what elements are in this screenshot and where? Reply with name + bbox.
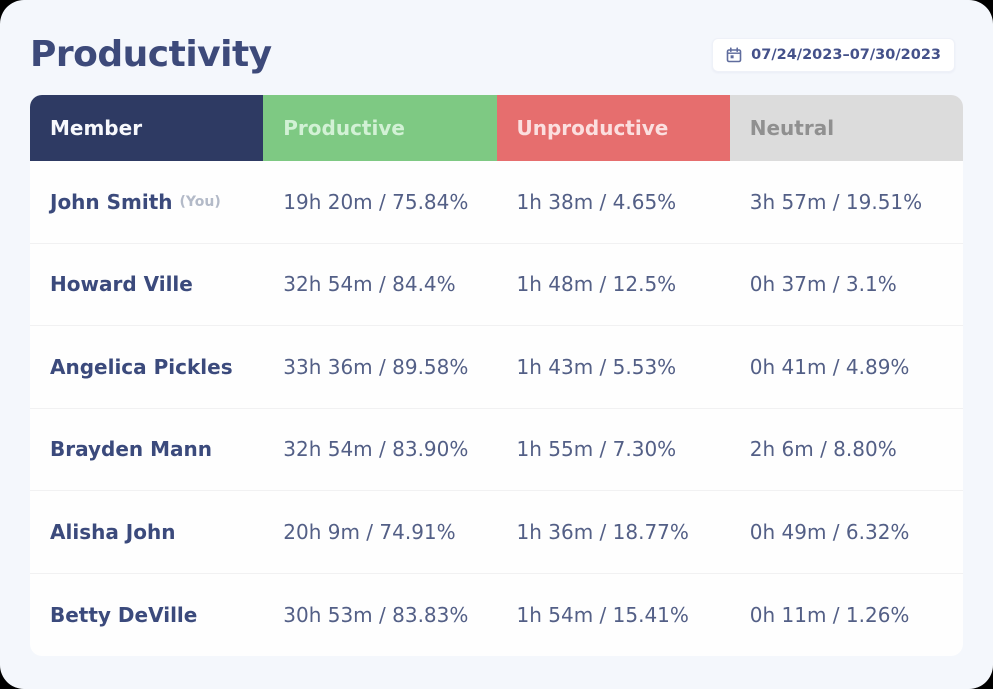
member-name-cell: Alisha John [30,491,263,573]
calendar-icon [726,46,742,63]
column-header-member: Member [30,95,264,161]
member-name: John Smith [50,189,173,214]
unproductive-value: 1h 38m / 4.65% [516,189,677,214]
productivity-table: Member Productive Unproductive Neutral J… [30,95,963,656]
member-name: Brayden Mann [50,437,212,462]
productive-value: 20h 9m / 74.91% [283,519,456,544]
productive-value: 32h 54m / 84.4% [283,272,456,297]
member-name-cell: Brayden Mann [30,409,263,491]
column-header-productive: Productive [263,95,497,161]
neutral-value: 0h 11m / 1.26% [749,602,910,627]
date-range-picker[interactable]: 07/24/2023–07/30/2023 [712,37,955,72]
productive-value: 32h 54m / 83.90% [283,437,469,462]
unproductive-value: 1h 54m / 15.41% [516,602,689,627]
you-tag: (You) [179,193,221,210]
unproductive-value: 1h 36m / 18.77% [516,519,689,544]
column-header-neutral: Neutral [729,95,963,161]
card-header: Productivity 07/24/2023–07/30/2023 [0,0,993,75]
table-row: Angelica Pickles 33h 36m / 89.58% 1h 43m… [30,326,963,409]
table-body: John Smith (You) 19h 20m / 75.84% 1h 38m… [30,161,963,656]
member-name: Angelica Pickles [50,354,233,379]
member-name-cell: Howard Ville [30,244,263,326]
table-row: Betty DeVille 30h 53m / 83.83% 1h 54m / … [30,574,963,657]
member-name-cell: John Smith (You) [30,161,263,243]
page-title: Productivity [30,34,272,75]
date-range-text: 07/24/2023–07/30/2023 [751,46,941,63]
table-row: Howard Ville 32h 54m / 84.4% 1h 48m / 12… [30,244,963,326]
productive-value: 19h 20m / 75.84% [283,189,469,214]
productive-value: 33h 36m / 89.58% [283,354,469,379]
table-header-row: Member Productive Unproductive Neutral [30,95,963,161]
productive-value: 30h 53m / 83.83% [283,602,469,627]
neutral-value: 0h 49m / 6.32% [749,519,910,544]
column-header-unproductive: Unproductive [496,95,730,161]
table-row: John Smith (You) 19h 20m / 75.84% 1h 38m… [30,161,963,244]
unproductive-value: 1h 48m / 12.5% [516,272,677,297]
member-name-cell: Betty DeVille [30,574,263,657]
member-name-cell: Angelica Pickles [30,326,263,408]
table-row: Alisha John 20h 9m / 74.91% 1h 36m / 18.… [30,491,963,574]
unproductive-value: 1h 55m / 7.30% [516,437,677,462]
table-row: Brayden Mann 32h 54m / 83.90% 1h 55m / 7… [30,409,963,491]
unproductive-value: 1h 43m / 5.53% [516,354,677,379]
member-name: Betty DeVille [50,602,198,627]
member-name: Alisha John [50,519,176,544]
member-name: Howard Ville [50,272,193,297]
neutral-value: 2h 6m / 8.80% [749,437,897,462]
neutral-value: 3h 57m / 19.51% [749,189,923,214]
neutral-value: 0h 37m / 3.1% [749,272,897,297]
neutral-value: 0h 41m / 4.89% [749,354,910,379]
